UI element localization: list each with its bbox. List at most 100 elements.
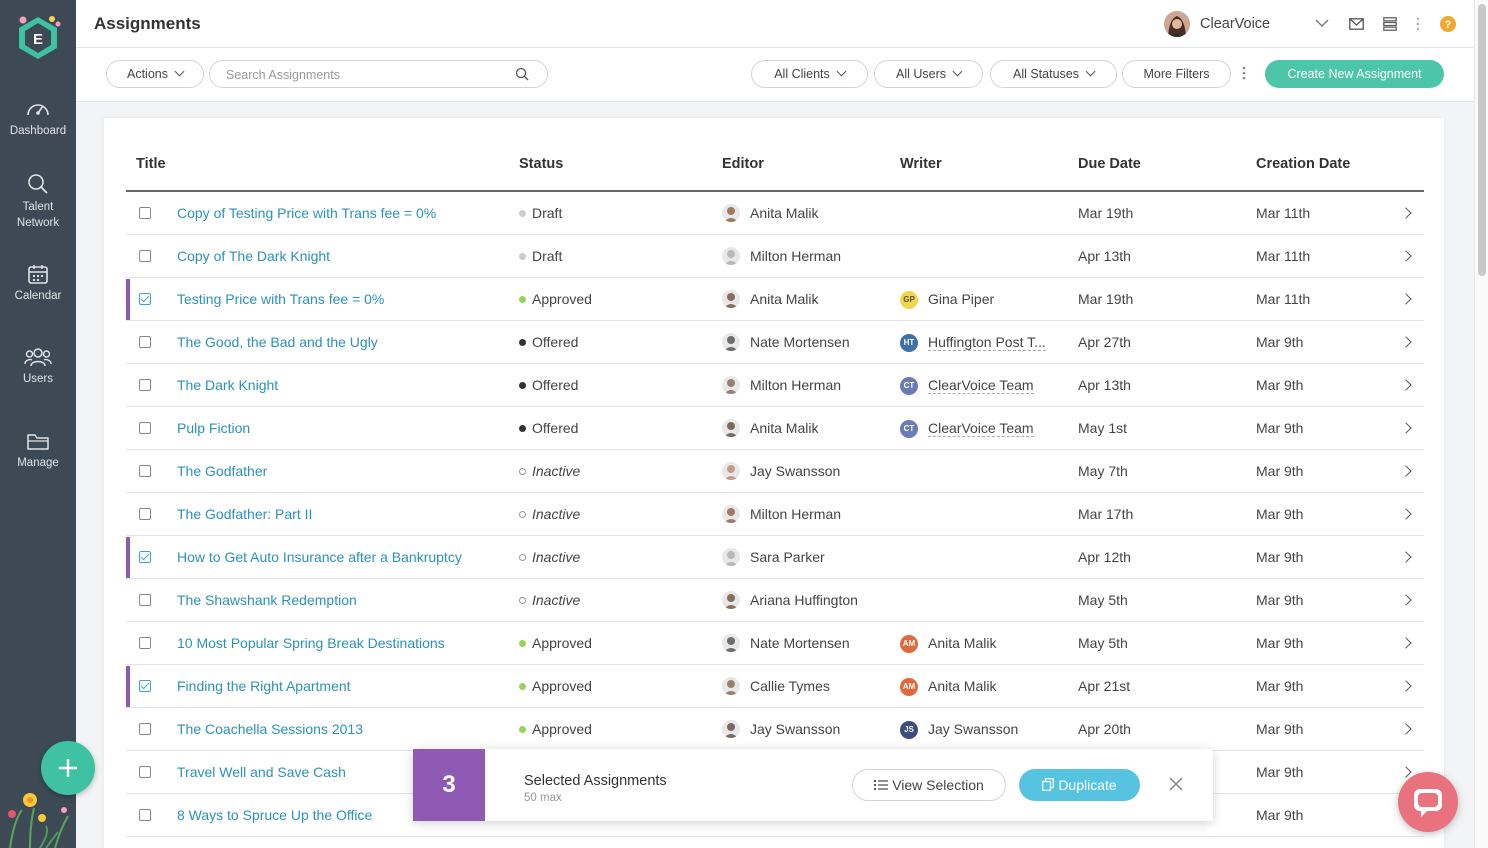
row-checkbox[interactable] bbox=[139, 637, 151, 649]
row-checkbox[interactable] bbox=[139, 336, 151, 348]
table-row[interactable]: The Dark Knight Offered Milton Herman CT Cle… bbox=[126, 364, 1424, 407]
assignment-title-link[interactable]: Copy of Testing Price with Trans fee = 0… bbox=[177, 205, 437, 221]
chevron-right-icon[interactable] bbox=[1400, 766, 1412, 778]
nav-calendar[interactable]: Calendar bbox=[0, 263, 76, 304]
assignment-title-link[interactable]: Testing Price with Trans fee = 0% bbox=[177, 291, 385, 307]
table-row[interactable]: 10 Most Popular Spring Break Destination… bbox=[126, 622, 1424, 665]
nav-users[interactable]: Users bbox=[0, 346, 76, 387]
table-row[interactable]: The Godfather Inactive Jay Swansson May 7th… bbox=[126, 450, 1424, 493]
row-checkbox[interactable] bbox=[139, 680, 151, 692]
assignment-title-link[interactable]: How to Get Auto Insurance after a Bankru… bbox=[177, 549, 462, 565]
add-new-button[interactable] bbox=[41, 741, 95, 795]
assignment-title-link[interactable]: The Godfather: Part II bbox=[177, 506, 313, 522]
row-checkbox[interactable] bbox=[139, 723, 151, 735]
nav-talent-network[interactable]: Talent Network bbox=[0, 172, 76, 231]
table-row[interactable]: Copy of Testing Price with Trans fee = 0… bbox=[126, 192, 1424, 235]
editor-cell: Milton Herman bbox=[722, 505, 841, 523]
assignment-title-link[interactable]: 10 Most Popular Spring Break Destination… bbox=[177, 635, 445, 651]
row-checkbox[interactable] bbox=[139, 508, 151, 520]
table-row[interactable]: Testing Price with Trans fee = 0% Approve… bbox=[126, 278, 1424, 321]
assignment-title-link[interactable]: Pulp Fiction bbox=[177, 420, 251, 436]
row-checkbox[interactable] bbox=[139, 594, 151, 606]
account-avatar[interactable] bbox=[1164, 11, 1190, 37]
stack-icon[interactable] bbox=[1383, 17, 1397, 31]
chevron-right-icon[interactable] bbox=[1400, 465, 1412, 477]
duplicate-button[interactable]: Duplicate bbox=[1019, 769, 1140, 801]
assignment-title-link[interactable]: Copy of The Dark Knight bbox=[177, 248, 331, 264]
page-scrollbar[interactable] bbox=[1474, 0, 1488, 848]
nav-dashboard[interactable]: Dashboard bbox=[0, 98, 76, 139]
more-filters-button[interactable]: More Filters bbox=[1122, 60, 1231, 88]
chevron-right-icon[interactable] bbox=[1400, 723, 1412, 735]
row-checkbox[interactable] bbox=[139, 422, 151, 434]
chevron-right-icon[interactable] bbox=[1400, 207, 1412, 219]
account-name[interactable]: ClearVoice bbox=[1200, 16, 1271, 32]
table-row[interactable]: 8 Ways to Spruce Up the Office Mar 9th bbox=[126, 794, 1424, 837]
chevron-right-icon[interactable] bbox=[1400, 637, 1412, 649]
assignment-title-link[interactable]: Finding the Right Apartment bbox=[177, 678, 351, 694]
chevron-right-icon[interactable] bbox=[1400, 336, 1412, 348]
table-row[interactable]: The Godfather: Part II Inactive Milton Her… bbox=[126, 493, 1424, 536]
row-checkbox[interactable] bbox=[139, 207, 151, 219]
creation-date: Mar 9th bbox=[1256, 678, 1304, 694]
table-row[interactable]: Pulp Fiction Offered Anita Malik CT ClearVoi… bbox=[126, 407, 1424, 450]
due-date: Apr 20th bbox=[1078, 721, 1131, 737]
filter-all-clients[interactable]: All Clients bbox=[751, 60, 868, 88]
assignment-title-link[interactable]: The Godfather bbox=[177, 463, 268, 479]
chevron-right-icon[interactable] bbox=[1400, 293, 1412, 305]
create-new-assignment-button[interactable]: Create New Assignment bbox=[1265, 60, 1444, 88]
more-vertical-icon[interactable] bbox=[1242, 66, 1246, 80]
filter-all-statuses[interactable]: All Statuses bbox=[990, 60, 1117, 88]
table-row[interactable]: The Good, the Bad and the Ugly Offered Nat… bbox=[126, 321, 1424, 364]
chevron-right-icon[interactable] bbox=[1400, 508, 1412, 520]
column-header-writer[interactable]: Writer bbox=[900, 156, 942, 172]
column-header-due-date[interactable]: Due Date bbox=[1078, 156, 1141, 172]
chevron-right-icon[interactable] bbox=[1400, 551, 1412, 563]
writer-cell: GP Gina Piper bbox=[900, 291, 994, 309]
chevron-right-icon[interactable] bbox=[1400, 680, 1412, 692]
table-row[interactable]: The Coachella Sessions 2013 Approved Jay S… bbox=[126, 708, 1424, 751]
chat-button[interactable] bbox=[1398, 772, 1458, 832]
nav-talent-network-label: Talent Network bbox=[16, 201, 60, 229]
mail-icon[interactable] bbox=[1349, 18, 1364, 30]
assignment-title-link[interactable]: Travel Well and Save Cash bbox=[177, 764, 346, 780]
help-icon[interactable]: ? bbox=[1440, 16, 1456, 32]
assignment-title-link[interactable]: The Dark Knight bbox=[177, 377, 279, 393]
column-header-creation-date[interactable]: Creation Date bbox=[1256, 156, 1351, 172]
due-date: Mar 19th bbox=[1078, 205, 1134, 221]
chevron-down-icon bbox=[836, 66, 847, 77]
chevron-down-icon[interactable] bbox=[1315, 18, 1329, 28]
close-icon[interactable] bbox=[1169, 777, 1183, 791]
row-checkbox[interactable] bbox=[139, 379, 151, 391]
chevron-right-icon[interactable] bbox=[1400, 250, 1412, 262]
row-checkbox[interactable] bbox=[139, 465, 151, 477]
row-checkbox[interactable] bbox=[139, 250, 151, 262]
assignment-title-link[interactable]: The Good, the Bad and the Ugly bbox=[177, 334, 378, 350]
assignment-title-link[interactable]: 8 Ways to Spruce Up the Office bbox=[177, 807, 373, 823]
assignment-title-link[interactable]: The Coachella Sessions 2013 bbox=[177, 721, 364, 737]
assignment-title-link[interactable]: The Shawshank Redemption bbox=[177, 592, 357, 608]
search-icon[interactable] bbox=[515, 67, 529, 81]
clearvoice-logo-icon[interactable]: E bbox=[14, 14, 62, 62]
chevron-right-icon[interactable] bbox=[1400, 594, 1412, 606]
column-header-title[interactable]: Title bbox=[136, 156, 166, 172]
column-header-editor[interactable]: Editor bbox=[722, 156, 764, 172]
column-header-status[interactable]: Status bbox=[519, 156, 564, 172]
search-input[interactable] bbox=[226, 66, 506, 83]
table-row[interactable]: The Shawshank Redemption Inactive Ariana H… bbox=[126, 579, 1424, 622]
table-row[interactable]: Copy of The Dark Knight Draft Milton Herma… bbox=[126, 235, 1424, 278]
chevron-right-icon[interactable] bbox=[1400, 422, 1412, 434]
row-checkbox[interactable] bbox=[139, 293, 151, 305]
table-row[interactable]: Finding the Right Apartment Approved Calli… bbox=[126, 665, 1424, 708]
table-row[interactable]: How to Get Auto Insurance after a Bankru… bbox=[126, 536, 1424, 579]
row-checkbox[interactable] bbox=[139, 809, 151, 821]
filter-all-users[interactable]: All Users bbox=[874, 60, 983, 88]
nav-manage[interactable]: Manage bbox=[0, 430, 76, 471]
row-checkbox[interactable] bbox=[139, 551, 151, 563]
more-vertical-icon[interactable] bbox=[1416, 17, 1420, 31]
chevron-right-icon[interactable] bbox=[1400, 379, 1412, 391]
scrollbar-thumb[interactable] bbox=[1478, 4, 1486, 276]
row-checkbox[interactable] bbox=[139, 766, 151, 778]
view-selection-button[interactable]: View Selection bbox=[852, 769, 1006, 801]
actions-dropdown[interactable]: Actions bbox=[106, 60, 204, 88]
